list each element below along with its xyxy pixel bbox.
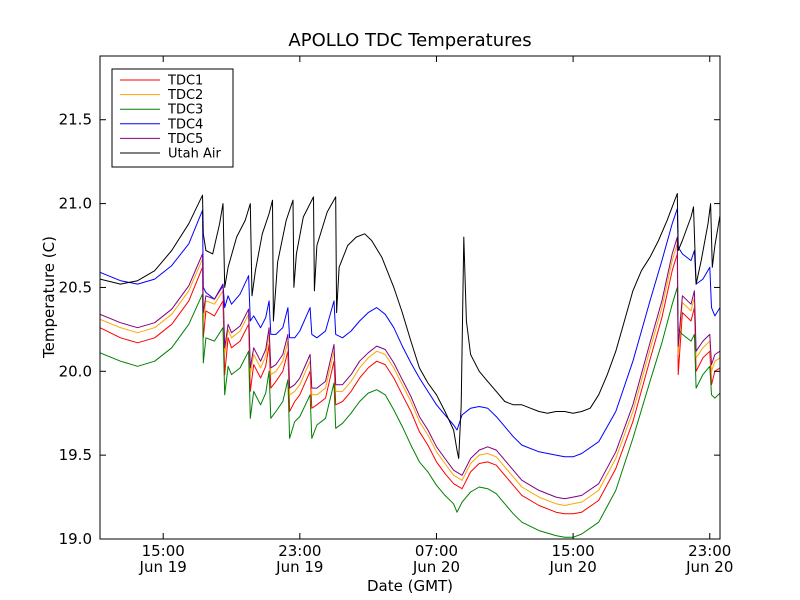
y-tick-label: 20.0 [59,362,92,380]
x-tick-label: 23:00 [278,542,321,560]
x-tick-date: Jun 20 [685,558,733,576]
x-tick-label: 23:00 [688,542,731,560]
series-layer [100,193,720,538]
x-tick-date: Jun 19 [139,558,187,576]
x-tick-label: 15:00 [551,542,594,560]
series-line-tdc5 [100,236,720,500]
legend-label-utah-air: Utah Air [168,147,221,162]
y-tick-label: 21.5 [59,111,92,129]
x-tick-label: 07:00 [415,542,458,560]
y-axis-label: Temperature (C) [40,236,58,359]
y-tick-label: 19.0 [59,530,92,548]
x-tick-date: Jun 19 [275,558,323,576]
series-line-tdc4 [100,208,720,458]
x-axis-label: Date (GMT) [367,577,453,595]
y-tick-label: 21.0 [59,195,92,213]
x-tick-date: Jun 20 [412,558,460,576]
x-tick-label: 15:00 [142,542,185,560]
legend-box [111,68,234,168]
legend-label-tdc5: TDC5 [167,132,203,147]
y-tick-label: 20.5 [59,278,92,296]
series-line-tdc3 [100,286,720,538]
plot-frame [99,55,721,540]
legend-label-tdc2: TDC2 [167,88,203,103]
y-tick-label: 19.5 [59,446,92,464]
chart-title: APOLLO TDC Temperatures [288,30,531,51]
series-line-utah-air [100,193,720,459]
legend-label-tdc3: TDC3 [167,103,203,118]
x-tick-date: Jun 20 [548,558,596,576]
series-line-tdc1 [100,253,720,515]
series-line-tdc2 [100,243,720,506]
legend-label-tdc4: TDC4 [167,117,203,132]
legend-label-tdc1: TDC1 [167,74,203,89]
